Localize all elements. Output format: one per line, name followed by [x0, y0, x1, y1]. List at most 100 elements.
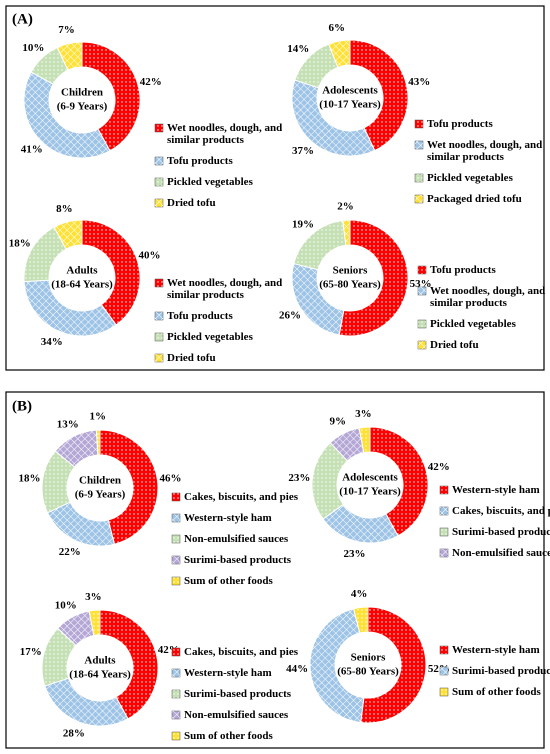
slice-texture [82, 42, 140, 151]
legend-label: Non-emulsified sauces [452, 547, 550, 559]
slice-texture [342, 220, 350, 246]
legend-swatch-texture [172, 711, 180, 719]
slice-texture [291, 80, 375, 157]
slice-texture [339, 220, 409, 336]
value-label: 10% [55, 599, 77, 611]
value-label: 43% [408, 76, 430, 88]
legend-label: Pickled vegetables [430, 318, 517, 330]
legend-swatch-texture [415, 195, 423, 203]
value-label: 4% [351, 588, 368, 600]
slice-texture [82, 220, 140, 325]
value-label: 42% [428, 461, 450, 473]
legend-swatch-texture [418, 320, 426, 328]
center-subtitle: (65-80 Years) [319, 279, 381, 291]
slice-texture [47, 502, 115, 546]
legend-swatch-texture [155, 333, 163, 341]
legend-label: Wet noodles, dough, and similar products [167, 277, 282, 301]
slice-texture [323, 504, 398, 543]
slice-texture [100, 610, 158, 719]
legend-label: Pickled vegetables [167, 331, 254, 343]
value-label: 41% [21, 144, 43, 156]
legend-label: Wet noodles, dough, and similar products [167, 122, 282, 146]
legend-label: Non-emulsified sauces [184, 709, 289, 721]
legend-swatch-texture [172, 732, 180, 740]
slice-texture [312, 442, 348, 520]
slice-texture [44, 678, 128, 726]
slice-texture [328, 40, 350, 68]
center-title: Adolescents [342, 472, 398, 484]
slice-texture [292, 263, 344, 335]
slice-texture [350, 40, 408, 151]
center-title: Adults [66, 265, 98, 277]
legend-label: Tofu products [167, 155, 233, 167]
legend-swatch-texture [440, 549, 448, 557]
value-label: 26% [279, 310, 301, 322]
legend-label: Cakes, biscuits, and pies [184, 646, 299, 658]
panel-frame [5, 5, 545, 371]
panel-frame [5, 391, 545, 749]
legend-label: Dried tofu [430, 339, 479, 351]
legend-label: Western-style ham [452, 484, 540, 496]
value-label: 6% [328, 22, 345, 34]
value-label: 40% [139, 250, 161, 262]
center-subtitle: (6-9 Years) [75, 489, 126, 501]
legend-label: Western-style ham [184, 512, 272, 524]
legend-label: Packaged dried tofu [427, 193, 522, 205]
legend-swatch-texture [415, 174, 423, 182]
slice-texture [370, 427, 428, 536]
value-label: 23% [288, 472, 310, 484]
center-subtitle: (10-17 Years) [339, 486, 401, 498]
slice-texture [353, 607, 368, 634]
legend-label: Tofu products [427, 118, 493, 130]
slice-texture [96, 430, 100, 456]
legend-swatch-texture [418, 341, 426, 349]
legend-swatch-texture [172, 648, 180, 656]
center-subtitle: (18-64 Years) [69, 669, 131, 681]
value-label: 13% [57, 418, 79, 430]
slice-texture [57, 611, 94, 646]
legend-label: Western-style ham [184, 667, 272, 679]
legend-swatch-texture [415, 141, 423, 149]
value-label: 23% [344, 548, 366, 560]
legend-label: Tofu products [430, 264, 496, 276]
legend-label: Surimi-based products [184, 554, 292, 566]
slice-texture [293, 220, 346, 270]
slice-texture [24, 280, 117, 336]
legend-swatch-texture [440, 507, 448, 515]
slice-texture [54, 220, 82, 250]
center-title: Children [61, 87, 103, 99]
legend-swatch-texture [172, 514, 180, 522]
value-label: 18% [9, 237, 31, 249]
legend-label: Surimi-based products [452, 665, 550, 677]
slice-texture [31, 47, 68, 85]
center-subtitle: (10-17 Years) [319, 99, 381, 111]
value-label: 28% [63, 728, 85, 740]
center-subtitle: (18-64 Years) [51, 279, 113, 291]
value-label: 3% [85, 591, 102, 603]
legend-swatch-texture [440, 667, 448, 675]
slice-texture [89, 610, 100, 636]
legend-swatch-texture [172, 577, 180, 585]
panel-label: (B) [12, 398, 32, 414]
center-subtitle: (6-9 Years) [57, 101, 108, 113]
value-label: 10% [22, 42, 44, 54]
slice-texture [100, 430, 158, 545]
legend-swatch-texture [155, 279, 163, 287]
legend-swatch-texture [172, 493, 180, 501]
value-label: 37% [292, 145, 314, 157]
legend-swatch-texture [155, 178, 163, 186]
legend-swatch-texture [155, 157, 163, 165]
legend-label: Sum of other foods [184, 730, 273, 742]
legend-swatch-texture [155, 199, 163, 207]
value-label: 1% [90, 411, 107, 423]
slice-texture [42, 628, 76, 686]
center-title: Seniors [333, 265, 369, 277]
value-label: 17% [20, 646, 42, 658]
value-label: 8% [56, 203, 73, 215]
center-title: Adolescents [322, 85, 378, 97]
center-title: Adults [84, 655, 116, 667]
legend-swatch-texture [155, 312, 163, 320]
legend-swatch-texture [155, 354, 163, 362]
legend-swatch-texture [440, 646, 448, 654]
legend-swatch-texture [415, 120, 423, 128]
